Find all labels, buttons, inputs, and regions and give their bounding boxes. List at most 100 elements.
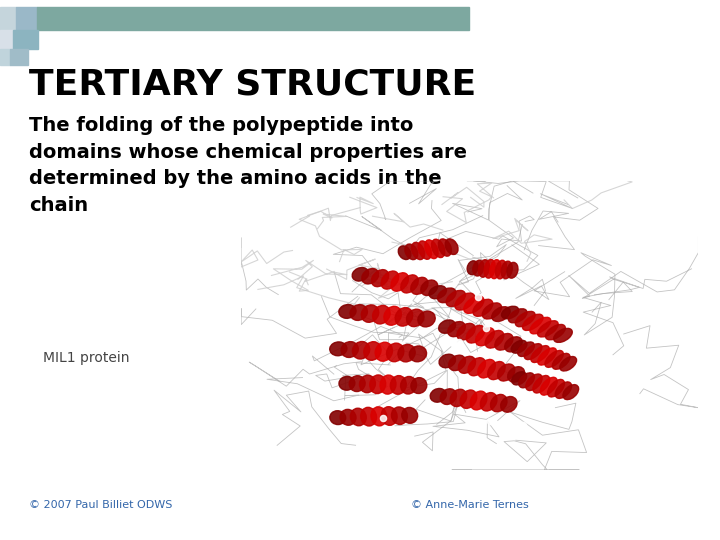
Point [517,421,528,430]
Ellipse shape [361,268,379,284]
Ellipse shape [418,311,435,327]
Ellipse shape [492,307,510,321]
Ellipse shape [554,328,572,342]
Ellipse shape [401,275,418,293]
Ellipse shape [457,323,475,340]
Bar [37,7,469,30]
Text: © 2007 Paul Billiet ODWS: © 2007 Paul Billiet ODWS [29,500,172,510]
Ellipse shape [438,288,456,303]
Ellipse shape [508,309,527,323]
Ellipse shape [372,269,389,287]
Ellipse shape [449,355,466,370]
Ellipse shape [375,342,392,361]
Ellipse shape [398,246,411,260]
Ellipse shape [425,240,438,259]
Ellipse shape [420,280,438,295]
Ellipse shape [438,239,451,256]
Ellipse shape [467,261,478,275]
Bar [13,30,38,49]
Point [480,324,492,333]
Ellipse shape [450,389,467,407]
Point [377,414,389,423]
Point [484,417,495,426]
Ellipse shape [501,261,513,279]
Ellipse shape [370,375,386,394]
Ellipse shape [511,340,527,353]
Ellipse shape [552,353,570,369]
Bar [0,49,10,65]
Ellipse shape [518,373,534,388]
Ellipse shape [531,346,549,362]
Ellipse shape [502,306,519,319]
Ellipse shape [446,291,465,307]
Ellipse shape [478,260,490,277]
Ellipse shape [448,322,465,337]
Ellipse shape [351,408,366,426]
Ellipse shape [411,242,425,260]
Ellipse shape [349,376,365,392]
Ellipse shape [350,305,367,320]
Ellipse shape [467,326,485,343]
Ellipse shape [402,408,418,423]
Ellipse shape [455,293,474,310]
Ellipse shape [505,337,522,352]
Ellipse shape [431,239,445,258]
Ellipse shape [381,407,397,426]
Ellipse shape [470,391,487,410]
Text: TERTIARY STRUCTURE: TERTIARY STRUCTURE [29,68,476,102]
Ellipse shape [339,376,355,390]
Bar [0,7,16,30]
Ellipse shape [523,314,543,330]
Ellipse shape [407,309,424,327]
Bar [0,30,13,49]
Ellipse shape [387,343,404,362]
Ellipse shape [524,343,542,360]
Ellipse shape [440,389,456,404]
Text: © Anne-Marie Ternes: © Anne-Marie Ternes [411,500,528,510]
Ellipse shape [508,367,525,382]
Ellipse shape [495,260,507,279]
Ellipse shape [563,384,579,400]
Ellipse shape [545,350,563,367]
Ellipse shape [464,296,484,313]
Bar [16,7,37,30]
Ellipse shape [445,239,458,254]
Ellipse shape [380,375,396,394]
Ellipse shape [410,278,428,294]
Ellipse shape [530,318,551,334]
Ellipse shape [559,356,577,371]
Ellipse shape [478,360,495,378]
Ellipse shape [339,305,356,319]
Ellipse shape [361,305,379,322]
Ellipse shape [409,346,426,362]
Ellipse shape [500,396,517,412]
Ellipse shape [473,299,492,316]
Ellipse shape [411,377,427,394]
Ellipse shape [330,411,346,424]
Ellipse shape [381,271,399,289]
Ellipse shape [460,390,477,408]
Ellipse shape [352,267,369,281]
Ellipse shape [490,394,507,411]
Ellipse shape [498,364,515,381]
Ellipse shape [538,321,558,337]
Bar [10,49,28,65]
Ellipse shape [398,345,415,362]
Ellipse shape [392,407,408,424]
Ellipse shape [540,377,557,395]
Ellipse shape [487,362,505,380]
Ellipse shape [518,342,534,356]
Ellipse shape [341,342,359,357]
Ellipse shape [482,303,502,319]
Ellipse shape [418,241,431,259]
Ellipse shape [384,306,402,325]
Text: The folding of the polypeptide into
domains whose chemical properties are
determ: The folding of the polypeptide into doma… [29,116,467,214]
Ellipse shape [484,260,495,278]
Ellipse shape [364,342,381,360]
Ellipse shape [430,388,446,402]
Ellipse shape [429,286,446,299]
Ellipse shape [548,380,564,397]
Ellipse shape [371,407,387,426]
Text: MIL1 protein: MIL1 protein [43,351,130,365]
Ellipse shape [495,334,513,350]
